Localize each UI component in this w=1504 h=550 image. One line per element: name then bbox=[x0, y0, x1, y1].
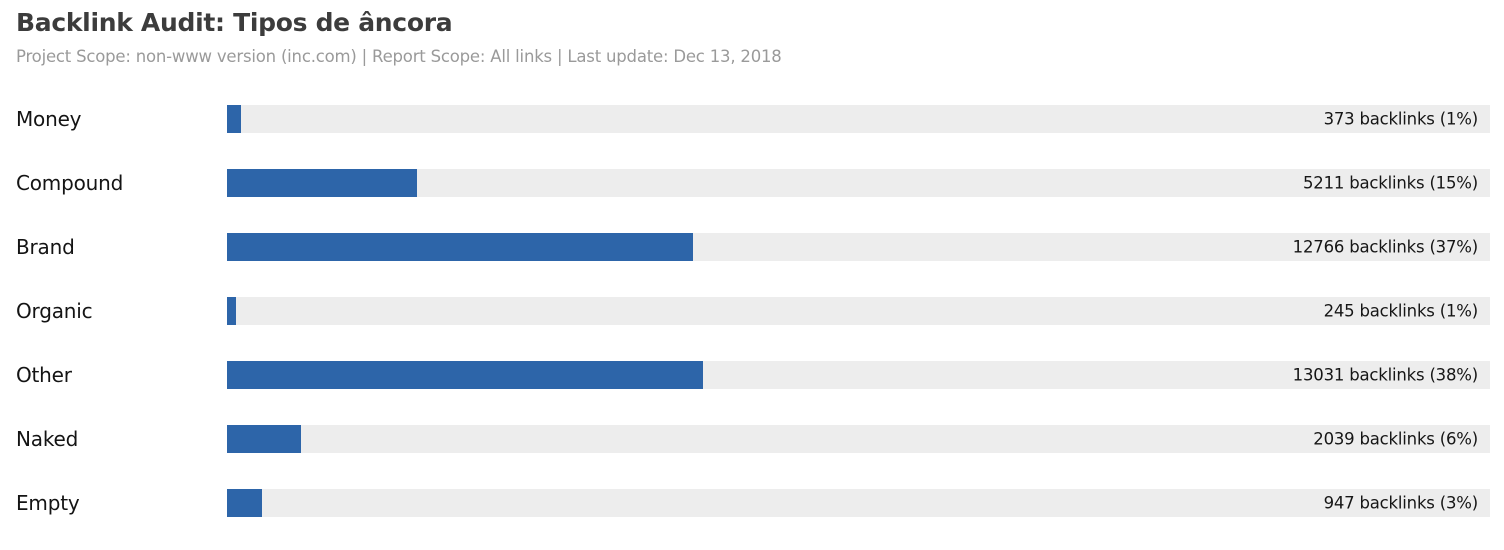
bar-row: Compound 5211 backlinks (15%) bbox=[16, 169, 1490, 197]
bar-track: 2039 backlinks (6%) bbox=[227, 425, 1490, 453]
bar-row: Empty 947 backlinks (3%) bbox=[16, 489, 1490, 517]
bar-track: 13031 backlinks (38%) bbox=[227, 361, 1490, 389]
page-title: Backlink Audit: Tipos de âncora bbox=[16, 8, 453, 37]
bar-fill bbox=[227, 361, 703, 389]
bar-fill bbox=[227, 297, 236, 325]
bar-fill bbox=[227, 169, 418, 197]
bar-row: Brand 12766 backlinks (37%) bbox=[16, 233, 1490, 261]
bar-row: Other 13031 backlinks (38%) bbox=[16, 361, 1490, 389]
bar-fill bbox=[227, 105, 241, 133]
value-label: 245 backlinks (1%) bbox=[1323, 301, 1479, 321]
bar-track: 12766 backlinks (37%) bbox=[227, 233, 1490, 261]
bar-fill bbox=[227, 425, 302, 453]
bar-track: 373 backlinks (1%) bbox=[227, 105, 1490, 133]
value-label: 373 backlinks (1%) bbox=[1323, 109, 1479, 129]
bar-track: 947 backlinks (3%) bbox=[227, 489, 1490, 517]
bar-track: 5211 backlinks (15%) bbox=[227, 169, 1490, 197]
bar-fill bbox=[227, 233, 693, 261]
category-label: Money bbox=[16, 107, 82, 131]
bar-row: Organic 245 backlinks (1%) bbox=[16, 297, 1490, 325]
value-label: 12766 backlinks (37%) bbox=[1292, 237, 1479, 257]
bar-row: Money 373 backlinks (1%) bbox=[16, 105, 1490, 133]
bar-row: Naked 2039 backlinks (6%) bbox=[16, 425, 1490, 453]
value-label: 2039 backlinks (6%) bbox=[1313, 429, 1478, 449]
value-label: 947 backlinks (3%) bbox=[1323, 493, 1479, 513]
category-label: Empty bbox=[16, 491, 80, 515]
category-label: Naked bbox=[16, 427, 79, 451]
category-label: Other bbox=[16, 363, 72, 387]
category-label: Compound bbox=[16, 171, 124, 195]
anchor-types-bar-chart: Money 373 backlinks (1%) Compound 5211 b… bbox=[16, 105, 1490, 517]
bar-fill bbox=[227, 489, 262, 517]
value-label: 13031 backlinks (38%) bbox=[1292, 365, 1479, 385]
category-label: Organic bbox=[16, 299, 93, 323]
category-label: Brand bbox=[16, 235, 75, 259]
value-label: 5211 backlinks (15%) bbox=[1302, 173, 1478, 193]
report-scope-subtitle: Project Scope: non-www version (inc.com)… bbox=[16, 47, 782, 66]
bar-track: 245 backlinks (1%) bbox=[227, 297, 1490, 325]
